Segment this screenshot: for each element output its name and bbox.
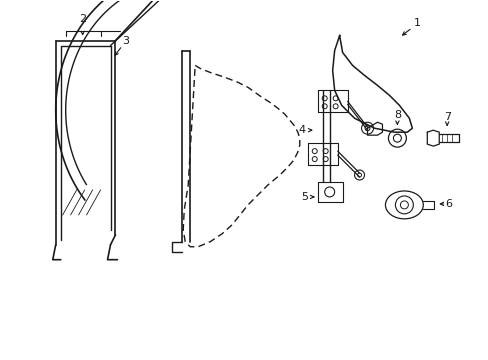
Text: 7: 7 [443, 112, 450, 122]
Text: 6: 6 [445, 199, 452, 209]
Text: 3: 3 [122, 36, 129, 46]
Text: 8: 8 [393, 110, 400, 120]
Text: 1: 1 [413, 18, 420, 28]
Text: 2: 2 [79, 14, 86, 24]
Text: 4: 4 [298, 125, 305, 135]
Text: 5: 5 [301, 192, 307, 202]
